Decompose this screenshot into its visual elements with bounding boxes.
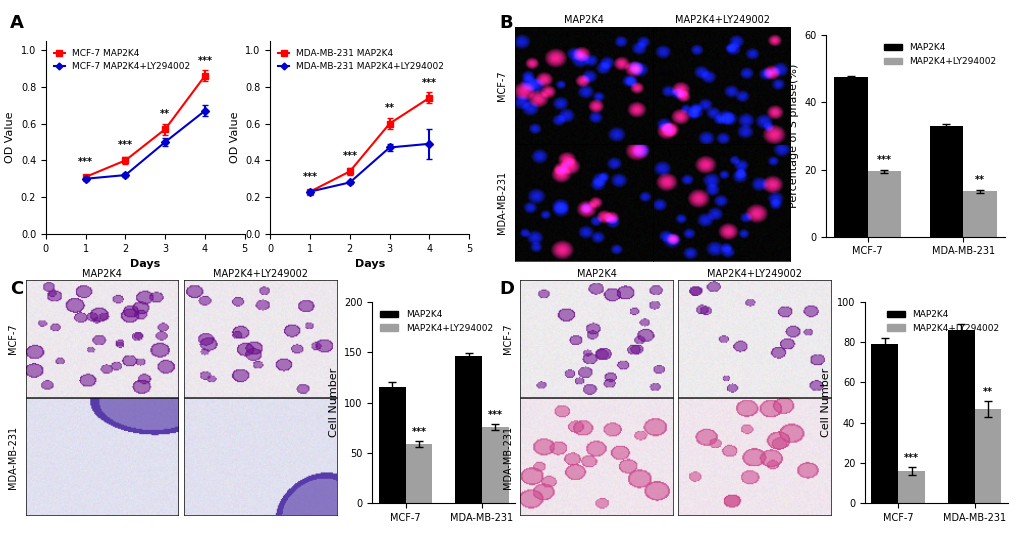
Text: ***: *** — [903, 453, 918, 463]
Legend: MAP2K4, MAP2K4+LY294002: MAP2K4, MAP2K4+LY294002 — [882, 306, 1003, 336]
Text: A: A — [10, 14, 24, 32]
Bar — [378, 387, 406, 503]
Y-axis label: Percentage of S phase(%): Percentage of S phase(%) — [788, 64, 798, 208]
Text: MCF-7: MCF-7 — [8, 323, 18, 354]
Text: ***: *** — [487, 410, 502, 419]
Legend: MCF-7 MAP2K4, MCF-7 MAP2K4+LY294002: MCF-7 MAP2K4, MCF-7 MAP2K4+LY294002 — [50, 45, 194, 75]
Text: **: ** — [974, 175, 984, 184]
Text: MAP2K4+LY249002: MAP2K4+LY249002 — [706, 269, 802, 280]
Bar — [867, 171, 900, 237]
Text: MAP2K4+LY249002: MAP2K4+LY249002 — [212, 269, 308, 280]
Text: ***: *** — [118, 140, 132, 150]
Bar — [834, 77, 867, 237]
Legend: MDA-MB-231 MAP2K4, MDA-MB-231 MAP2K4+LY294002: MDA-MB-231 MAP2K4, MDA-MB-231 MAP2K4+LY2… — [274, 45, 447, 75]
Text: B: B — [499, 14, 513, 32]
Legend: MAP2K4, MAP2K4+LY294002: MAP2K4, MAP2K4+LY294002 — [879, 40, 1000, 70]
Text: ***: *** — [303, 171, 317, 182]
Bar — [929, 126, 962, 237]
Text: MDA-MB-231: MDA-MB-231 — [8, 425, 18, 489]
Text: **: ** — [160, 109, 170, 119]
Text: ***: *** — [411, 427, 426, 437]
Text: ***: *** — [198, 55, 212, 66]
Bar — [406, 444, 432, 503]
Text: MDA-MB-231: MDA-MB-231 — [496, 171, 506, 234]
Text: MAP2K4: MAP2K4 — [82, 269, 122, 280]
Text: D: D — [499, 280, 515, 298]
Text: ***: *** — [422, 78, 436, 88]
Y-axis label: OD Value: OD Value — [5, 112, 15, 163]
Text: ***: *** — [78, 157, 93, 167]
Text: MAP2K4: MAP2K4 — [576, 269, 616, 280]
Bar — [898, 471, 924, 503]
Bar — [454, 356, 481, 503]
Bar — [870, 344, 898, 503]
Bar — [481, 426, 508, 503]
Legend: MAP2K4, MAP2K4+LY294002: MAP2K4, MAP2K4+LY294002 — [376, 306, 496, 336]
Y-axis label: OD Value: OD Value — [229, 112, 239, 163]
Y-axis label: Cell Number: Cell Number — [820, 368, 830, 437]
X-axis label: Days: Days — [130, 259, 160, 269]
Text: C: C — [10, 280, 23, 298]
Text: MCF-7: MCF-7 — [496, 70, 506, 101]
Text: **: ** — [982, 387, 991, 397]
Text: **: ** — [384, 103, 394, 114]
Text: ***: *** — [342, 151, 357, 161]
Text: MDA-MB-231: MDA-MB-231 — [502, 425, 513, 489]
Bar — [973, 409, 1001, 503]
Y-axis label: Cell Number: Cell Number — [328, 368, 338, 437]
Text: MAP2K4: MAP2K4 — [562, 15, 603, 25]
Text: MAP2K4+LY249002: MAP2K4+LY249002 — [674, 15, 769, 25]
Bar — [962, 191, 996, 237]
Text: MCF-7: MCF-7 — [502, 323, 513, 354]
X-axis label: Days: Days — [355, 259, 384, 269]
Bar — [947, 330, 973, 503]
Text: ***: *** — [876, 154, 891, 164]
